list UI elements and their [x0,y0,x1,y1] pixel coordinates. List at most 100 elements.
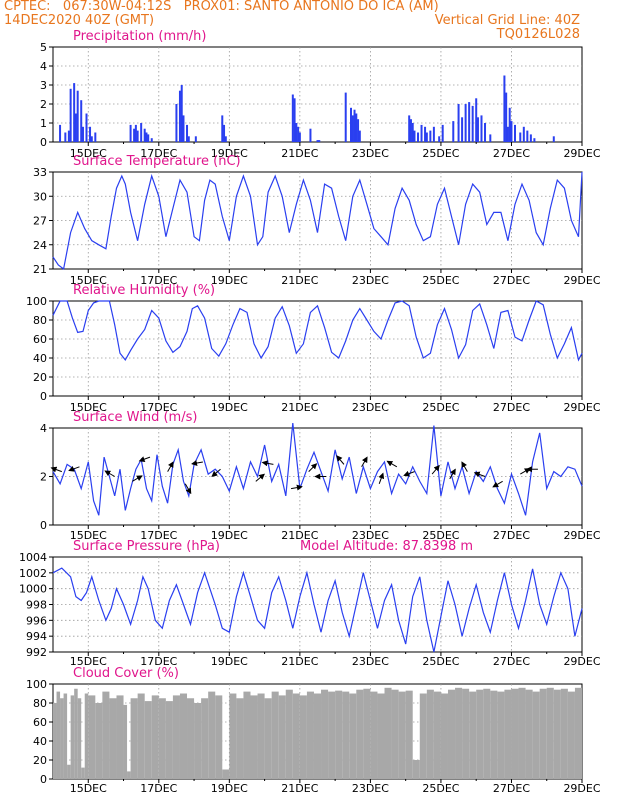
cloud-xtick-label: 27DEC [493,782,530,795]
precip-bar [438,136,441,142]
cloud-cover-bar [299,695,307,779]
wind-arrow [255,473,265,482]
precip-xtick-label: 21DEC [281,147,318,160]
cloud-cover-bar [469,691,477,779]
wind-title: Surface Wind (m/s) [73,410,197,425]
precip-bar [90,136,93,142]
precip-bar [150,138,153,142]
cloud-cover-bar [63,693,68,779]
wind-arrow [167,461,174,472]
precip-bar [441,124,444,142]
cloud-xtick-label: 21DEC [281,782,318,795]
header-date: 14DEC2020 40Z (GMT) [4,13,155,28]
precip-title: Precipitation (mm/h) [73,29,206,44]
precip-bar [143,128,146,142]
wind-arrow [191,460,203,466]
cloud-cover-bar [363,688,371,779]
precip-bar [76,90,79,142]
wind-arrow [104,470,115,477]
cloud-cover-bar [172,695,180,779]
precip-bar [357,119,360,142]
wind-arrow [308,463,318,473]
precip-bar [457,104,460,142]
cloud-cover-bar [525,689,533,779]
cloud-cover-bar [335,690,343,779]
cloud-cover-bar [391,689,399,779]
wind-xtick-label: 23DEC [352,529,389,542]
humidity-ytick-label: 80 [33,314,47,327]
precip-bar [522,126,525,142]
precip-ytick-label: 3 [40,79,47,92]
precip-bar [417,132,420,142]
wind-arrow [461,461,468,472]
precip-bar [85,113,88,142]
cloud-cover-bar [165,701,173,779]
cloud-cover-bar [384,687,392,779]
cloud-cover-bar [127,771,131,779]
humidity-panel: 0 20 40 60 80 100 15DEC 17DEC 19DEC 21DEC 23DEC 25D… [26,283,601,414]
cloud-cover-bar [455,687,463,779]
precip-bar [432,126,435,142]
pressure-ytick-label: 1004 [19,551,47,564]
cloud-cover-bar [201,698,209,779]
precip-bar [80,100,83,142]
precip-xtick-label: 15DEC [70,147,107,160]
wind-ytick-label: 0 [40,519,47,532]
precip-bar [145,132,148,142]
precip-bar [295,123,298,142]
temperature-xtick-label: 17DEC [140,274,177,287]
cloud-cover-bar [539,688,547,779]
cloud-cover-bar [194,703,202,779]
humidity-ytick-label: 0 [40,390,47,403]
cloud-xtick-label: 17DEC [140,782,177,795]
temperature-ytick-label: 27 [33,215,47,228]
precip-bar [476,117,479,142]
cloud-cover-bar [511,688,519,779]
cloud-cover-bar [567,691,575,779]
cloud-cover-bar [60,698,64,779]
cloud-cover-bar [67,764,71,779]
wind-xtick-label: 17DEC [140,529,177,542]
cloud-cover-bar [271,691,279,779]
cloud-cover-bar [257,693,265,779]
header-line-1: CPTEC: 067:30W-04:12S PROX01: SANTO ANTO… [4,0,439,14]
precip-bar [413,130,416,142]
cloud-cover-bar [88,695,96,779]
cloud-xtick-label: 25DEC [422,782,459,795]
precip-bar [291,94,294,142]
pressure-xtick-label: 23DEC [352,655,389,668]
model-altitude-label: Model Altitude: 87.8398 m [300,539,473,554]
precip-bar [224,136,227,142]
cloud-ytick-label: 100 [26,678,47,691]
wind-series-line [52,423,583,516]
cloud-cover-bar [398,691,406,779]
cloud-cover-bar [158,698,166,779]
cloud-cover-bar [250,695,258,779]
temperature-ytick-label: 33 [33,166,47,179]
precip-bar [425,132,428,142]
pressure-series-line [52,567,583,653]
precip-ytick-label: 5 [40,41,47,54]
precip-bar [175,104,178,142]
wind-arrow [378,472,385,484]
cloud-xtick-label: 29DEC [563,782,600,795]
precip-bar [526,130,529,142]
cloud-cover-bar [137,693,145,779]
cloud-ytick-label: 80 [33,697,47,710]
cloud-ytick-label: 40 [33,735,47,748]
precip-bar [182,115,185,142]
pressure-panel: 992 994 996 998 1000 1002 1004 15DEC 17DEC 19DEC 2… [19,539,601,668]
precip-bar [223,124,226,142]
temperature-xtick-label: 15DEC [70,274,107,287]
humidity-ytick-label: 40 [33,352,47,365]
cloud-cover-bar [313,693,322,779]
cloud-cover-bar [123,704,128,779]
precip-ytick-label: 0 [40,136,47,149]
precip-bar [503,75,506,142]
cloud-cover-bar [483,688,491,779]
wind-arrow [290,484,303,491]
header-run-id: TQ0126L028 [496,27,580,42]
cloud-cover-bar [574,687,582,779]
wind-xtick-label: 21DEC [281,529,318,542]
